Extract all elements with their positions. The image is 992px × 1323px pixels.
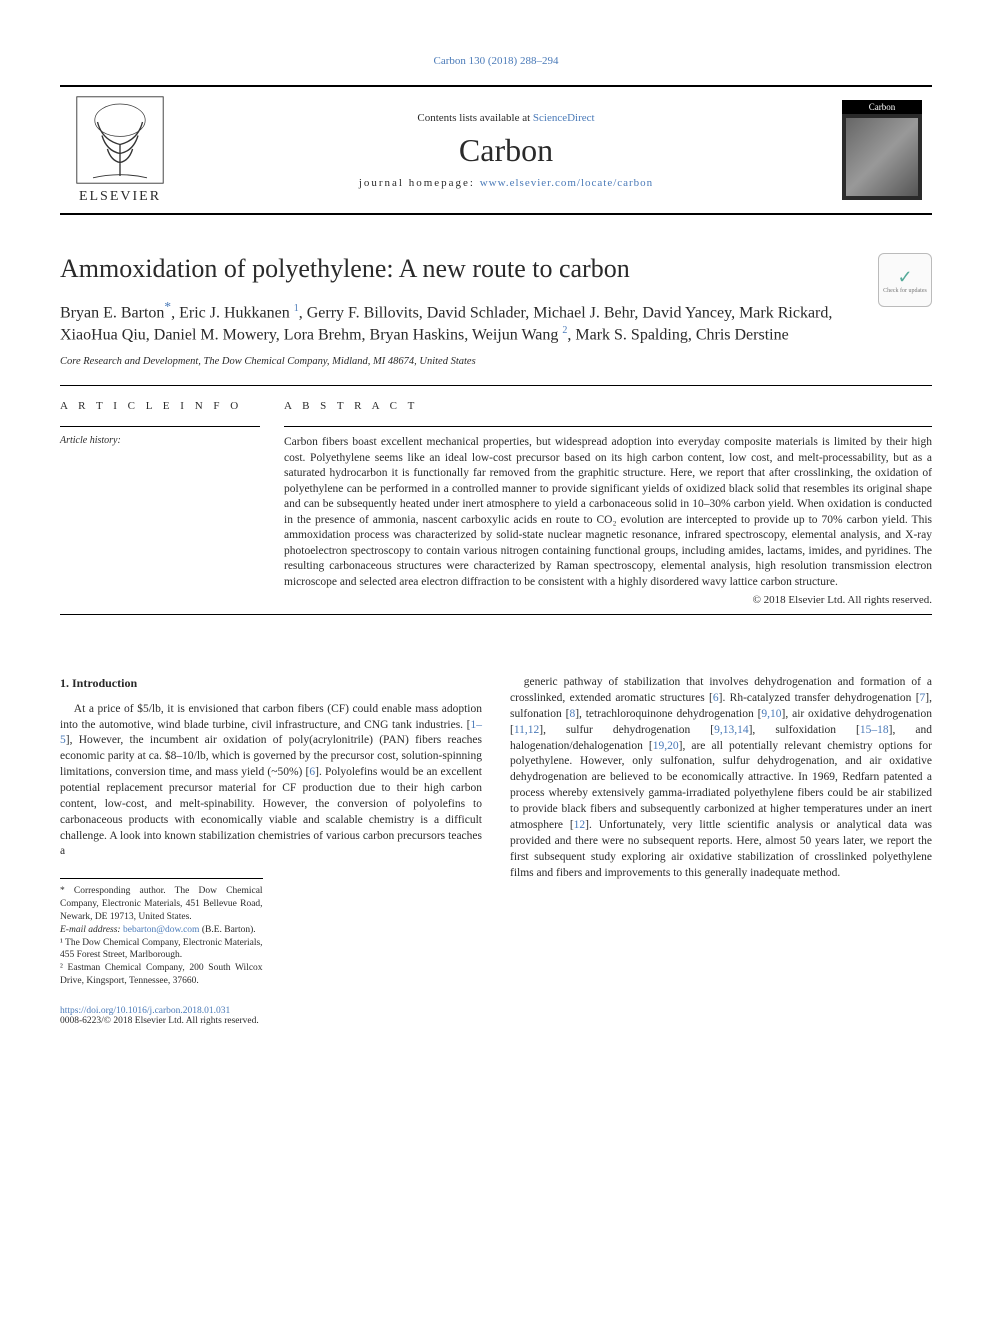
citation-ref[interactable]: 19,20 — [653, 740, 679, 752]
citation-ref[interactable]: 1–5 — [60, 719, 482, 747]
abstract-copyright: © 2018 Elsevier Ltd. All rights reserved… — [284, 594, 932, 606]
contents-prefix: Contents lists available at — [417, 112, 532, 124]
crossmark-badge[interactable]: ✓ Check for updates — [878, 253, 932, 307]
homepage-prefix: journal homepage: — [359, 177, 480, 189]
citation-ref[interactable]: 11,12 — [514, 724, 539, 736]
intro-paragraph: At a price of $5/lb, it is envisioned th… — [60, 702, 482, 861]
citation-ref[interactable]: 12 — [574, 819, 586, 831]
article-history-label: Article history: — [60, 426, 260, 446]
email-label: E-mail address: — [60, 925, 123, 935]
citation-ref[interactable]: 9,13,14 — [714, 724, 749, 736]
journal-name: Carbon — [180, 132, 832, 169]
article-title: Ammoxidation of polyethylene: A new rout… — [60, 253, 868, 284]
issn-copyright: 0008-6223/© 2018 Elsevier Ltd. All right… — [60, 1016, 259, 1026]
author-list: Bryan E. Barton*, Eric J. Hukkanen 1, Ge… — [60, 298, 868, 346]
divider — [60, 385, 932, 386]
footnote-2: ² Eastman Chemical Company, 200 South Wi… — [60, 962, 263, 988]
top-citation: Carbon 130 (2018) 288–294 — [60, 55, 932, 67]
cover-brand: Carbon — [842, 100, 922, 114]
divider — [60, 614, 932, 615]
masthead: ELSEVIER Contents lists available at Sci… — [60, 85, 932, 215]
body-column-right: generic pathway of stabilization that in… — [510, 675, 932, 988]
corresponding-author-note: * Corresponding author. The Dow Chemical… — [60, 885, 263, 923]
elsevier-tree-icon — [75, 95, 165, 185]
intro-paragraph: generic pathway of stabilization that in… — [510, 675, 932, 881]
publisher-logo-block: ELSEVIER — [60, 95, 180, 205]
journal-cover-thumb: Carbon — [842, 100, 922, 200]
sciencedirect-link[interactable]: ScienceDirect — [533, 112, 595, 124]
email-link[interactable]: bebarton@dow.com — [123, 925, 199, 935]
section-heading-intro: 1. Introduction — [60, 675, 482, 692]
page-footer: https://doi.org/10.1016/j.carbon.2018.01… — [60, 1006, 932, 1026]
citation-ref[interactable]: 7 — [920, 692, 926, 704]
article-info-heading: A R T I C L E I N F O — [60, 400, 260, 412]
citation-ref[interactable]: 6 — [309, 766, 315, 778]
affiliation: Core Research and Development, The Dow C… — [60, 356, 868, 367]
email-line: E-mail address: bebarton@dow.com (B.E. B… — [60, 924, 263, 937]
body-column-left: 1. Introduction At a price of $5/lb, it … — [60, 675, 482, 988]
publisher-name: ELSEVIER — [79, 189, 161, 205]
citation-ref[interactable]: 6 — [713, 692, 719, 704]
doi-link[interactable]: https://doi.org/10.1016/j.carbon.2018.01… — [60, 1006, 230, 1016]
footnote-1: ¹ The Dow Chemical Company, Electronic M… — [60, 937, 263, 963]
citation-ref[interactable]: 15–18 — [860, 724, 889, 736]
contents-line: Contents lists available at ScienceDirec… — [180, 112, 832, 124]
footnotes: * Corresponding author. The Dow Chemical… — [60, 878, 263, 988]
check-icon: ✓ — [897, 267, 912, 288]
email-tail: (B.E. Barton). — [199, 925, 255, 935]
check-label: Check for updates — [883, 288, 927, 294]
abstract-heading: A B S T R A C T — [284, 400, 932, 412]
abstract-text: Carbon fibers boast excellent mechanical… — [284, 426, 932, 590]
homepage-line: journal homepage: www.elsevier.com/locat… — [180, 177, 832, 189]
citation-link[interactable]: Carbon 130 (2018) 288–294 — [434, 55, 559, 67]
cover-image — [846, 118, 918, 196]
journal-homepage-link[interactable]: www.elsevier.com/locate/carbon — [480, 177, 653, 189]
citation-ref[interactable]: 9,10 — [761, 708, 781, 720]
citation-ref[interactable]: 8 — [569, 708, 575, 720]
